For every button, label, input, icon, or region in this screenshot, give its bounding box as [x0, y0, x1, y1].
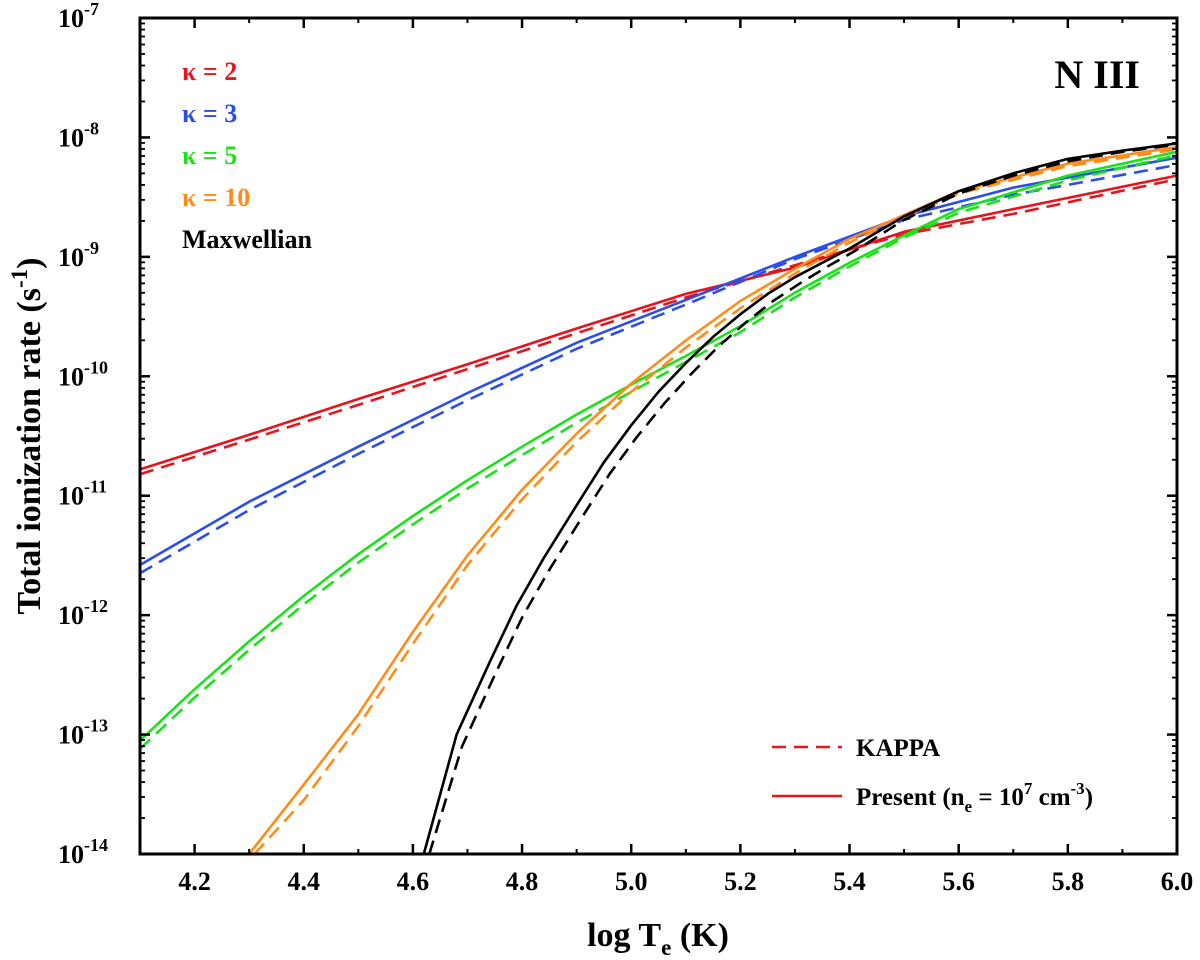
- series-line-maxwellian-solid: [422, 142, 1177, 854]
- y-tick-exp: -13: [84, 716, 108, 736]
- chart-title: N III: [1054, 52, 1140, 97]
- y-tick-exp: -7: [84, 0, 99, 19]
- x-tick-label: 5.8: [1052, 867, 1085, 896]
- y-tick-label: 10-12: [58, 596, 108, 630]
- y-tick-label: 10-9: [58, 238, 99, 272]
- style-legend: KAPPA Present (ne = 107 cm-3): [772, 735, 1093, 816]
- ticks-layer: 4.2 4.4 4.6 4.8 5.0 5.2 5.4 5.6 5.8 6.010-1410-13…: [58, 0, 1193, 896]
- y-tick-base: 10: [58, 482, 84, 511]
- y-tick-exp: -9: [84, 238, 99, 258]
- y-tick-exp: -14: [84, 835, 108, 855]
- x-axis-label: log Te (K): [587, 917, 729, 960]
- legend-solid-sup-2: -3: [1071, 779, 1085, 798]
- y-axis-label-tail: ): [11, 258, 48, 269]
- series-layer: [140, 142, 1177, 854]
- y-tick-base: 10: [58, 840, 84, 869]
- y-tick-exp: -12: [84, 596, 108, 616]
- x-tick-label: 4.6: [397, 867, 430, 896]
- y-tick-base: 10: [58, 4, 84, 33]
- legend-solid-text-1: Present (n: [856, 784, 965, 811]
- x-axis-label-main: log T: [587, 917, 661, 954]
- y-tick-base: 10: [58, 601, 84, 630]
- legend-solid-sub: e: [965, 797, 973, 816]
- legend-entry: κ = 2: [182, 57, 237, 86]
- x-axis-label-sub: e: [661, 935, 671, 960]
- legend-solid-label: Present (ne = 107 cm-3): [856, 779, 1093, 816]
- x-axis-label-tail: (K): [671, 917, 729, 954]
- x-tick-label: 6.0: [1161, 867, 1194, 896]
- y-tick-exp: -8: [84, 118, 99, 138]
- x-tick-label: 5.2: [724, 867, 757, 896]
- y-tick-label: 10-8: [58, 118, 99, 152]
- y-axis-label-sup: -1: [7, 269, 32, 288]
- series-line--2-dashed: [140, 177, 1177, 476]
- y-axis-label: Total ionization rate (s-1): [7, 258, 48, 615]
- plot-frame: [138, 16, 1179, 856]
- y-tick-label: 10-7: [58, 0, 99, 33]
- x-tick-label: 4.2: [178, 867, 211, 896]
- x-tick-label: 4.8: [506, 867, 539, 896]
- x-tick-label: 5.6: [942, 867, 975, 896]
- y-tick-exp: -10: [84, 357, 108, 377]
- y-tick-label: 10-10: [58, 357, 108, 391]
- series-line--5-solid: [140, 150, 1177, 742]
- y-tick-exp: -11: [84, 477, 107, 497]
- x-tick-label: 5.0: [615, 867, 648, 896]
- y-tick-label: 10-11: [58, 477, 107, 511]
- y-tick-base: 10: [58, 362, 84, 391]
- y-axis-label-main: Total ionization rate (s: [11, 288, 48, 614]
- legend-solid-text-4: ): [1085, 784, 1093, 811]
- legend-entry: κ = 10: [182, 183, 250, 212]
- series-line-maxwellian-dashed: [428, 143, 1177, 854]
- y-tick-base: 10: [58, 721, 84, 750]
- legend-solid-text-3: cm: [1032, 784, 1070, 811]
- series-line--3-dashed: [140, 163, 1177, 575]
- series-line--10-dashed: [253, 148, 1177, 854]
- x-tick-label: 4.4: [287, 867, 320, 896]
- y-tick-label: 10-13: [58, 716, 108, 750]
- color-legend: κ = 2 κ = 3 κ = 5 κ = 10 Maxwellian: [182, 57, 313, 254]
- series-line--2-solid: [140, 174, 1177, 471]
- legend-entry: κ = 5: [182, 141, 237, 170]
- legend-entry: Maxwellian: [182, 225, 313, 254]
- y-tick-label: 10-14: [58, 835, 108, 869]
- x-tick-label: 5.4: [833, 867, 866, 896]
- legend-entry: κ = 3: [182, 99, 237, 128]
- y-tick-base: 10: [58, 243, 84, 272]
- series-line--3-solid: [140, 156, 1177, 567]
- legend-solid-sup-1: 7: [1024, 779, 1033, 798]
- legend-dashed-label: KAPPA: [856, 735, 940, 762]
- y-tick-base: 10: [58, 123, 84, 152]
- legend-solid-text-2: = 10: [972, 784, 1024, 811]
- series-line--10-solid: [248, 145, 1177, 854]
